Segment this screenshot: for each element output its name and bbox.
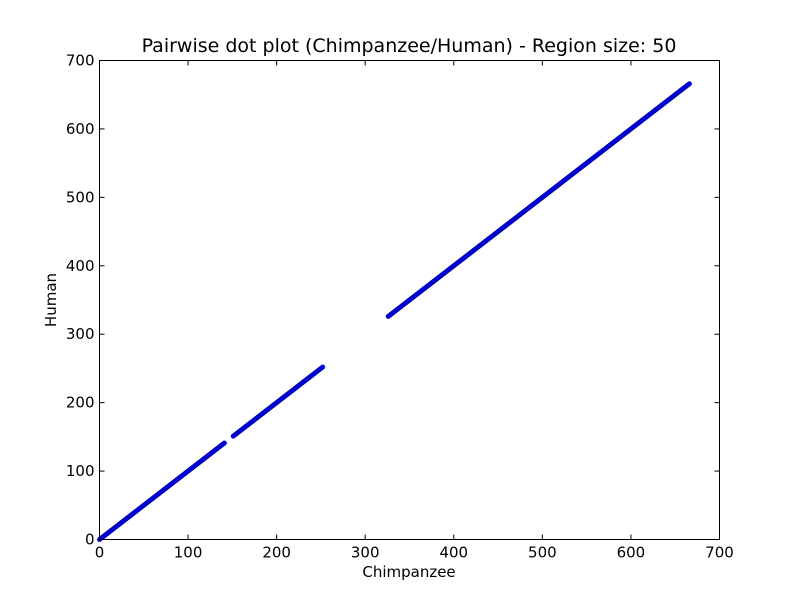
y-tick-label: 600	[66, 120, 95, 138]
x-tick-label: 0	[95, 544, 105, 562]
x-tick-label: 300	[351, 544, 380, 562]
y-axis-label: Human	[42, 273, 60, 327]
x-tick-label: 200	[262, 544, 291, 562]
data-points	[96, 81, 692, 543]
plot-frame	[99, 60, 720, 540]
y-tick-label: 100	[66, 462, 95, 480]
y-tick-label: 0	[85, 531, 95, 549]
x-tick-label: 500	[528, 544, 557, 562]
y-tick-label: 200	[66, 394, 95, 412]
y-tick-label: 700	[66, 52, 95, 70]
x-axis-label: Chimpanzee	[362, 563, 455, 581]
y-tick-label: 500	[66, 188, 95, 206]
chart-title: Pairwise dot plot (Chimpanzee/Human) - R…	[142, 35, 677, 57]
x-tick-label: 600	[617, 544, 646, 562]
data-point	[221, 440, 227, 446]
x-tick-label: 400	[439, 544, 468, 562]
data-point	[686, 81, 692, 87]
y-axis-ticks: 0 100 200 300 400 500 600 700	[66, 52, 720, 549]
x-tick-label: 100	[174, 544, 203, 562]
data-point	[320, 364, 326, 370]
y-tick-label: 300	[66, 325, 95, 343]
x-axis-ticks: 0 100 200 300 400 500 600 700	[95, 60, 734, 562]
y-tick-label: 400	[66, 257, 95, 275]
x-tick-label: 700	[705, 544, 734, 562]
